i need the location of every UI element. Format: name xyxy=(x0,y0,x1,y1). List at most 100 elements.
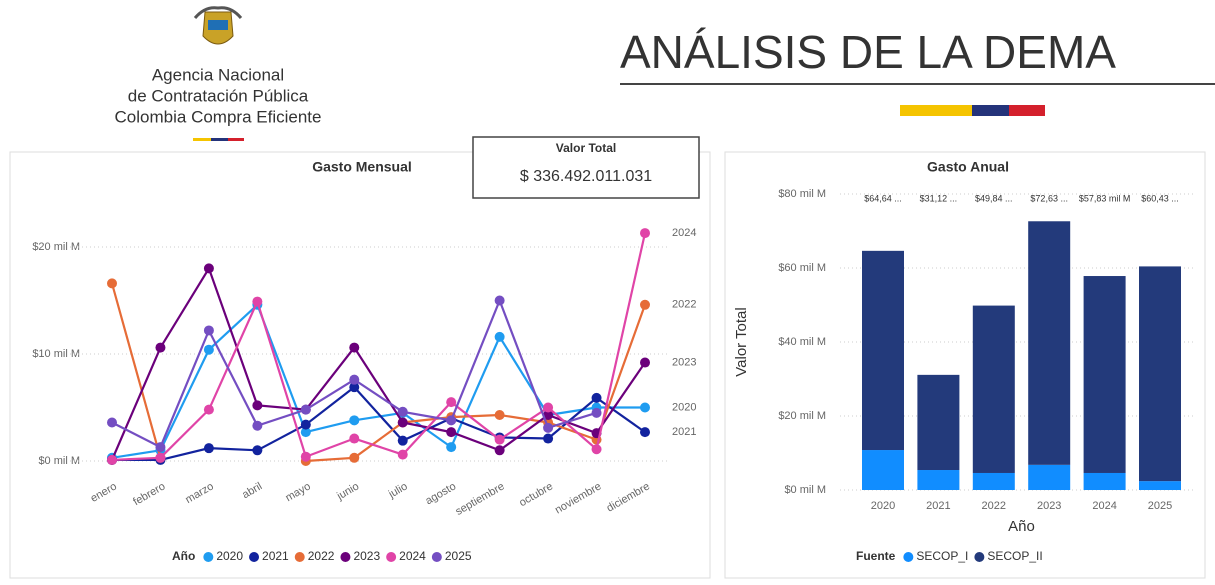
kpi-value: $ 336.492.011.031 xyxy=(520,168,652,185)
bar-segment xyxy=(1028,221,1071,465)
y-tick-label: $60 mil M xyxy=(778,262,826,274)
legend-swatch xyxy=(903,552,914,562)
legend-label: 2023 xyxy=(353,549,380,563)
data-point xyxy=(349,374,360,385)
data-point xyxy=(494,295,505,306)
x-tick-label: 2024 xyxy=(1092,500,1116,512)
legend-title: Fuente xyxy=(856,549,896,563)
data-point xyxy=(494,331,505,342)
flag-strip xyxy=(228,138,244,141)
y-tick-label: $10 mil M xyxy=(32,348,80,360)
data-point xyxy=(543,409,554,420)
y-tick-label: $0 mil M xyxy=(784,484,826,496)
total-label: $72,63 ... xyxy=(1030,193,1068,203)
logo xyxy=(193,6,243,45)
flag-strip xyxy=(211,138,228,141)
chart-title: Gasto Anual xyxy=(927,159,1009,175)
data-point xyxy=(252,445,263,456)
data-point xyxy=(155,452,166,463)
legend-label: 2021 xyxy=(262,549,289,563)
data-point xyxy=(349,433,360,444)
series-end-label: 2021 xyxy=(672,426,696,438)
data-point xyxy=(640,299,650,310)
data-point xyxy=(349,382,360,393)
data-point xyxy=(397,449,408,460)
panel xyxy=(9,151,711,579)
total-label: $60,43 ... xyxy=(1141,193,1179,203)
data-point xyxy=(543,433,554,444)
data-point xyxy=(397,406,408,417)
data-point xyxy=(591,392,602,403)
legend-swatch xyxy=(294,552,305,562)
legend-label: SECOP_II xyxy=(987,549,1042,563)
data-point xyxy=(397,417,408,428)
data-point xyxy=(155,342,166,353)
bar-segment xyxy=(1028,464,1071,490)
y-tick-label: $20 mil M xyxy=(778,410,826,422)
legend-swatch xyxy=(431,552,442,562)
bar-segment xyxy=(1139,266,1181,482)
series-end-label: 2023 xyxy=(672,356,696,368)
y-tick-label: $40 mil M xyxy=(778,336,826,348)
legend-label: SECOP_I xyxy=(916,549,968,563)
series-line xyxy=(111,232,647,462)
data-point xyxy=(494,445,505,456)
flag-strip xyxy=(900,105,972,116)
bar-segment xyxy=(862,450,904,490)
data-point xyxy=(349,342,360,353)
chart-title: Gasto Mensual xyxy=(312,159,412,175)
series-end-label: 2024 xyxy=(672,227,696,239)
data-point xyxy=(252,420,263,431)
data-point xyxy=(300,427,311,438)
data-point xyxy=(349,452,360,463)
data-point xyxy=(107,278,117,289)
series-end-label: 2022 xyxy=(672,299,696,311)
data-point xyxy=(203,263,214,274)
data-point xyxy=(640,357,650,368)
data-point xyxy=(349,415,360,426)
data-point xyxy=(543,422,554,433)
total-label: $31,12 ... xyxy=(920,193,958,203)
data-point xyxy=(155,442,166,453)
x-tick-label: 2025 xyxy=(1148,500,1172,512)
data-point xyxy=(300,419,311,430)
data-point xyxy=(494,409,505,420)
agency-name: Colombia Compra Eficiente xyxy=(115,107,322,126)
data-point xyxy=(640,402,650,413)
data-point xyxy=(640,427,650,438)
bar-segment xyxy=(1139,481,1181,490)
data-point xyxy=(203,443,214,454)
data-point xyxy=(252,400,263,411)
data-point xyxy=(107,417,117,428)
bar-segment xyxy=(862,250,904,451)
legend-swatch xyxy=(386,552,397,562)
data-point xyxy=(300,451,311,462)
total-label: $64,64 ... xyxy=(864,193,902,203)
bar-segment xyxy=(972,472,1015,490)
data-point xyxy=(446,397,457,408)
legend-label: 2022 xyxy=(308,549,335,563)
legend-swatch xyxy=(203,552,214,562)
legend-swatch xyxy=(249,552,260,562)
series-end-label: 2020 xyxy=(672,401,696,413)
data-point xyxy=(446,442,457,453)
data-point xyxy=(591,407,602,418)
y-tick-label: $80 mil M xyxy=(778,188,826,200)
x-axis-title: Año xyxy=(1008,518,1035,535)
series-line xyxy=(112,385,646,462)
legend-swatch xyxy=(974,552,985,562)
data-point xyxy=(446,427,457,438)
bar-segment xyxy=(917,470,960,490)
kpi-card xyxy=(472,136,700,199)
data-point xyxy=(591,444,602,455)
data-point xyxy=(203,344,214,355)
data-point xyxy=(640,228,650,239)
x-tick-label: 2020 xyxy=(871,500,895,512)
data-point xyxy=(397,435,408,446)
series-line xyxy=(110,265,646,461)
flag-strip xyxy=(1009,105,1045,116)
bar-segment xyxy=(1083,472,1126,490)
x-tick-label: 2022 xyxy=(982,500,1006,512)
bar-segment xyxy=(972,305,1015,473)
